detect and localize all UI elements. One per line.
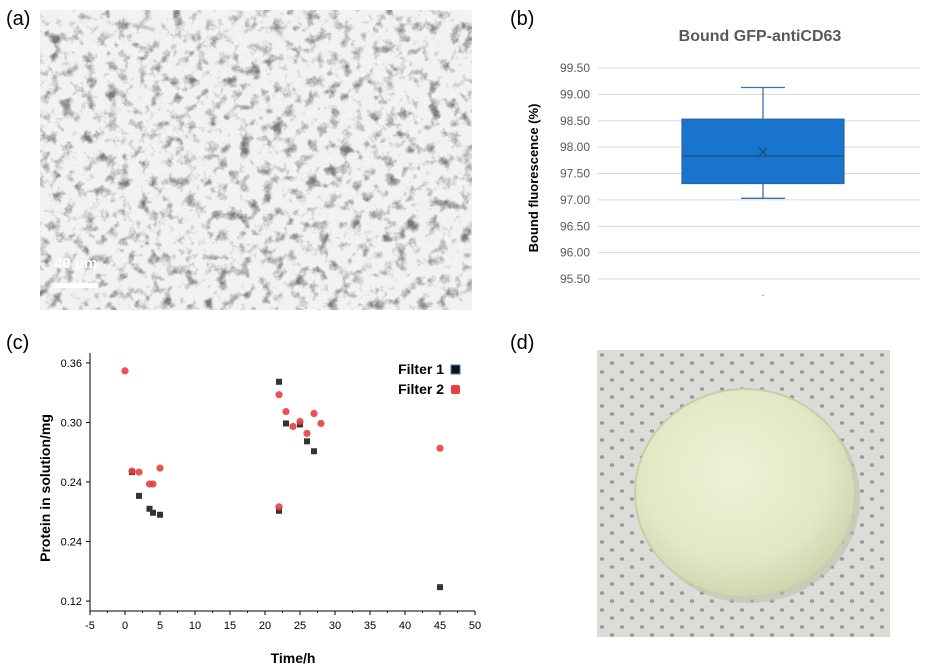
data-point-filter-2	[149, 480, 157, 488]
legend-label: Filter 2	[398, 381, 444, 397]
data-point-filter-2	[275, 391, 283, 399]
scatter-chart: Protein in solution/mg Time/h -5 0 5 10 15 20…	[37, 353, 482, 666]
legend-label: Filter 1	[398, 361, 444, 377]
y-axis-label: Bound fluorescence (%)	[526, 104, 541, 253]
box-group	[681, 86, 845, 199]
panel-label-b: (b)	[510, 8, 535, 30]
y-tick-label: 0.36	[61, 358, 82, 370]
data-point-filter-1	[146, 505, 153, 512]
data-point-filter-2	[317, 419, 325, 428]
y-tick-label: 95.50	[560, 272, 590, 286]
data-point-filter-2	[121, 367, 129, 375]
scale-bar: 40 μm	[53, 255, 97, 288]
x-tick-label: 15	[224, 620, 236, 632]
x-tick-label: 40	[399, 620, 411, 632]
data-point-filter-2	[135, 468, 143, 476]
y-tick-labels: 95.50 96.00 96.50 97.00 97.50 98.00 98.50 99.00…	[560, 61, 590, 286]
y-tick-label: 0.12	[61, 596, 82, 608]
data-point-filter-1	[157, 511, 163, 518]
data-point-filter-1	[276, 507, 282, 514]
data-point-filter-1	[150, 509, 156, 516]
data-point-filter-2	[296, 417, 304, 426]
data-point-filter-2	[310, 409, 318, 418]
sem-micrograph: 40 μm	[40, 10, 472, 310]
data-point-filter-1	[304, 438, 310, 445]
x-tick-label: 45	[434, 620, 446, 632]
x-tick-label: 20	[259, 620, 271, 632]
y-tick-label: 96.00	[560, 246, 590, 260]
data-point-filter-1	[311, 448, 317, 455]
y-tick-label: 97.50	[560, 167, 590, 181]
x-tick-label: 5	[157, 620, 163, 632]
y-tick-label: 99.00	[560, 87, 590, 101]
x-tick-label: -5	[85, 620, 95, 632]
legend-marker-filter-1	[450, 364, 461, 375]
panel-label-c: (c)	[6, 332, 30, 354]
legend: Filter 1 Filter 2	[398, 361, 461, 397]
y-tick-label: 99.50	[560, 61, 590, 75]
y-tick-label: 98.00	[560, 140, 590, 154]
data-point-filter-2	[436, 444, 444, 452]
data-points	[121, 367, 444, 591]
y-tick-label: 0.24	[61, 537, 82, 549]
data-point-filter-2	[303, 429, 311, 437]
x-tick-label: 50	[469, 620, 481, 632]
x-tick-label: 10	[189, 620, 201, 632]
x-tick-label: 30	[329, 620, 341, 632]
x-tick-label: 0	[122, 620, 128, 632]
filter-disc-photo	[597, 350, 890, 637]
scale-bar-line	[53, 283, 97, 288]
scale-bar-label: 40 μm	[54, 255, 97, 272]
y-axis-label: Protein in solution/mg	[37, 414, 53, 562]
legend-marker-filter-2	[451, 385, 460, 394]
chart-title: Bound GFP-antiCD63	[679, 28, 842, 45]
y-tick-label: 0.24	[61, 477, 82, 489]
y-tick-label: 0.30	[61, 417, 82, 429]
y-tick-label: 98.50	[560, 114, 590, 128]
x-tick-label: 25	[294, 620, 306, 632]
x-tick-label: .	[762, 288, 765, 299]
data-point-filter-1	[276, 378, 282, 385]
data-point-filter-2	[282, 407, 290, 416]
data-point-filter-2	[275, 503, 283, 511]
boxplot-chart: Bound GFP-antiCD63 Bound fluorescence (%…	[526, 28, 920, 299]
x-tick-label: 35	[364, 620, 376, 632]
data-point-filter-2	[156, 464, 164, 472]
filter-disc	[634, 388, 856, 598]
panel-label-a: (a)	[6, 8, 31, 30]
box-iqr	[681, 118, 845, 185]
y-tick-label: 96.50	[560, 219, 590, 233]
axes	[86, 353, 476, 615]
data-point-filter-1	[437, 584, 443, 591]
data-point-filter-1	[283, 420, 289, 427]
data-point-filter-2	[289, 422, 297, 431]
x-axis-label: Time/h	[271, 650, 316, 666]
data-point-filter-2	[128, 467, 136, 475]
panel-label-d: (d)	[510, 332, 535, 354]
data-point-filter-1	[136, 492, 142, 499]
tick-labels: -5 0 5 10 15 20 25 30 35 40 45 50 0.36 0.30 0.24 0.24 0.…	[61, 358, 482, 632]
mean-marker	[758, 147, 768, 157]
y-tick-label: 97.00	[560, 193, 590, 207]
